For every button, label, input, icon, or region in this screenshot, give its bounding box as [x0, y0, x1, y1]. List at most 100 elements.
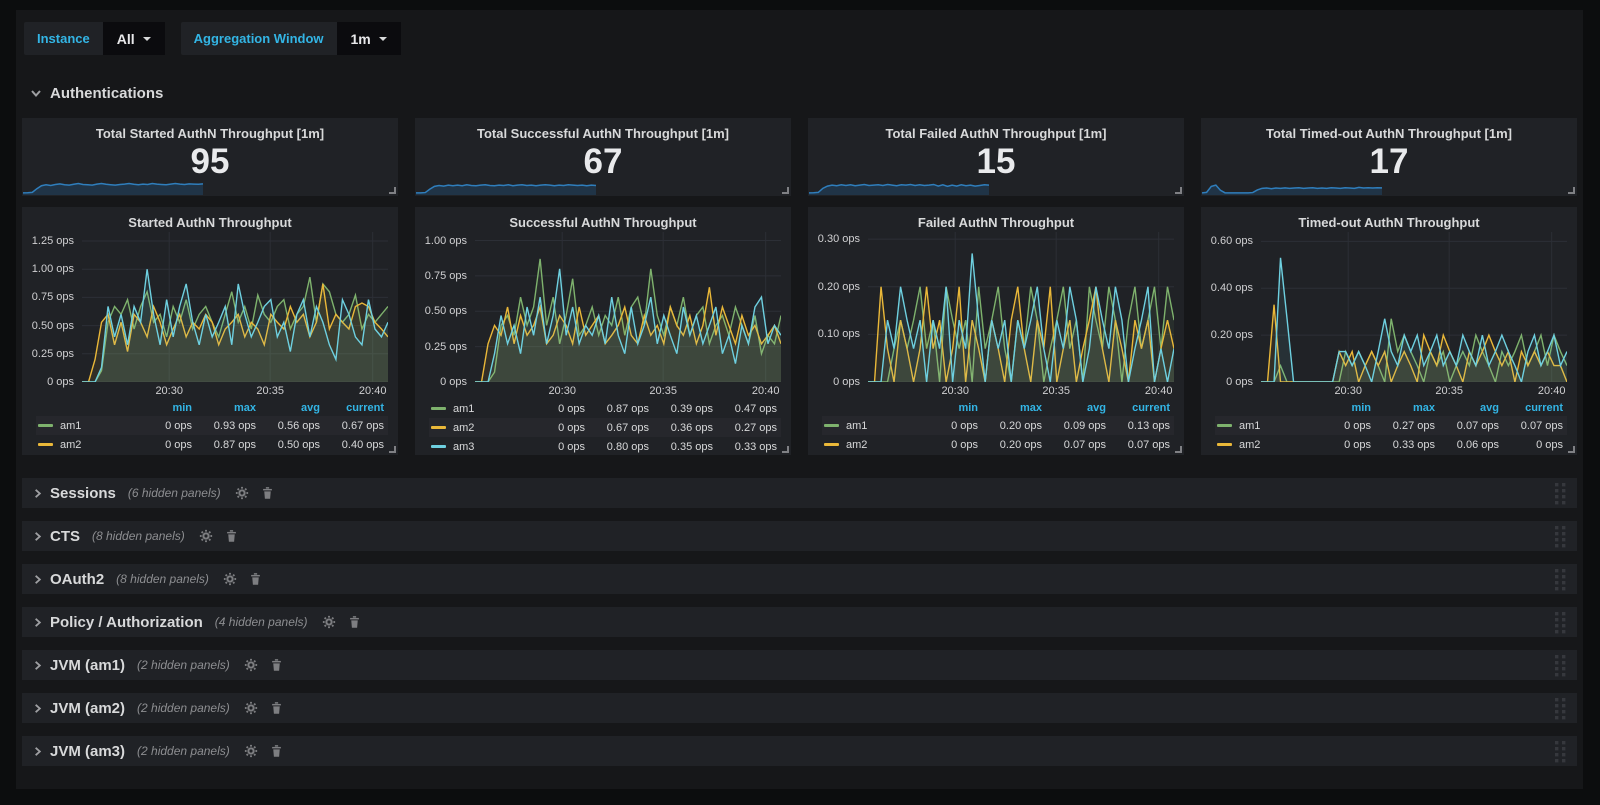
x-tick-label: 20:30: [155, 385, 183, 397]
resize-handle[interactable]: [782, 187, 789, 194]
row-delete-button[interactable]: [348, 615, 361, 629]
section-row-authentications[interactable]: Authentications: [30, 83, 1583, 103]
legend-series-am1[interactable]: am1: [822, 420, 918, 432]
row-delete-button[interactable]: [270, 744, 283, 758]
row-title[interactable]: JVM (am3): [50, 742, 126, 760]
drag-handle-icon[interactable]: [1554, 740, 1567, 763]
resize-handle[interactable]: [389, 187, 396, 194]
row-delete-button[interactable]: [261, 486, 274, 500]
row-settings-button[interactable]: [223, 572, 237, 586]
row-title[interactable]: Sessions: [50, 484, 116, 502]
legend-series-am1[interactable]: am1: [36, 420, 132, 432]
resize-handle[interactable]: [1175, 187, 1182, 194]
drag-handle-icon[interactable]: [1554, 611, 1567, 634]
chevron-right-icon[interactable]: [32, 531, 50, 542]
legend-header-min[interactable]: min: [1351, 401, 1371, 414]
legend-series-am2[interactable]: am2: [36, 439, 132, 451]
legend-header-min[interactable]: min: [172, 401, 192, 414]
plot-area: 0 ops 0.20 ops 0.40 ops 0.60 ops: [1201, 232, 1577, 388]
y-tick-label: 0.25 ops: [31, 347, 74, 360]
legend-header-max[interactable]: max: [233, 401, 256, 414]
legend-header-max[interactable]: max: [1412, 401, 1435, 414]
row-hidden-panels-count: (8 hidden panels): [92, 529, 185, 543]
row-title[interactable]: JVM (am2): [50, 699, 126, 717]
gear-icon: [199, 529, 212, 543]
row-settings-button[interactable]: [199, 529, 213, 543]
chevron-right-icon[interactable]: [32, 746, 50, 757]
chevron-right-icon[interactable]: [32, 574, 50, 585]
row-hidden-panels-count: (2 hidden panels): [137, 701, 230, 715]
legend-header-max[interactable]: max: [1019, 401, 1042, 414]
stat-panel-title[interactable]: Total Started AuthN Throughput [1m]: [95, 126, 325, 141]
legend-series-am2[interactable]: am2: [429, 422, 525, 434]
legend-header: min max avg current: [822, 399, 1174, 416]
legend-series-am1[interactable]: am1: [1215, 420, 1311, 432]
row-title[interactable]: Policy / Authorization: [50, 613, 203, 631]
row-delete-button[interactable]: [249, 572, 262, 586]
resize-handle[interactable]: [389, 446, 396, 453]
legend-header-min[interactable]: min: [958, 401, 978, 414]
graph-panel-title[interactable]: Started AuthN Throughput: [128, 215, 292, 230]
graph-panel-title[interactable]: Failed AuthN Throughput: [917, 215, 1075, 230]
row-delete-button[interactable]: [270, 701, 283, 715]
stat-panel-title[interactable]: Total Successful AuthN Throughput [1m]: [476, 126, 730, 141]
stat-panel-title[interactable]: Total Timed-out AuthN Throughput [1m]: [1266, 126, 1512, 141]
collapsed-section-row[interactable]: JVM (am1) (2 hidden panels): [22, 650, 1577, 680]
row-settings-button[interactable]: [244, 658, 258, 672]
dropdown-caret-icon: [142, 36, 151, 41]
row-settings-button[interactable]: [235, 486, 249, 500]
graph-panel-title[interactable]: Successful AuthN Throughput: [509, 215, 697, 230]
drag-handle-icon[interactable]: [1554, 697, 1567, 720]
gear-icon: [244, 744, 257, 758]
legend-header-current[interactable]: current: [346, 401, 384, 414]
drag-handle-icon[interactable]: [1554, 525, 1567, 548]
legend-series-am3[interactable]: am3: [429, 441, 525, 453]
legend-series-am2[interactable]: am2: [822, 439, 918, 451]
drag-handle-icon[interactable]: [1554, 482, 1567, 505]
chevron-right-icon[interactable]: [32, 660, 50, 671]
legend-header-avg[interactable]: avg: [1480, 401, 1499, 414]
legend-header-current[interactable]: current: [1525, 401, 1563, 414]
legend-series-am1[interactable]: am1: [429, 403, 525, 415]
collapsed-section-row[interactable]: Policy / Authorization (4 hidden panels): [22, 607, 1577, 637]
resize-handle[interactable]: [1175, 446, 1182, 453]
collapsed-section-row[interactable]: JVM (am3) (2 hidden panels): [22, 736, 1577, 766]
resize-handle[interactable]: [1568, 187, 1575, 194]
collapsed-section-row[interactable]: JVM (am2) (2 hidden panels): [22, 693, 1577, 723]
graph-panel: Timed-out AuthN Throughput 0 ops 0.20 ops…: [1201, 207, 1577, 455]
instance-dropdown[interactable]: All: [102, 22, 165, 55]
stat-panel: Total Failed AuthN Throughput [1m] 15: [808, 118, 1184, 196]
collapsed-section-row[interactable]: OAuth2 (8 hidden panels): [22, 564, 1577, 594]
legend-header-avg[interactable]: avg: [301, 401, 320, 414]
stat-panel-title[interactable]: Total Failed AuthN Throughput [1m]: [885, 126, 1107, 141]
resize-handle[interactable]: [1568, 446, 1575, 453]
legend-value-max: 0.33 ops: [1392, 438, 1435, 451]
chevron-right-icon[interactable]: [32, 488, 50, 499]
collapsed-section-row[interactable]: Sessions (6 hidden panels): [22, 478, 1577, 508]
row-delete-button[interactable]: [225, 529, 238, 543]
graph-panel-title[interactable]: Timed-out AuthN Throughput: [1298, 215, 1480, 230]
x-tick-label: 20:30: [941, 385, 969, 397]
row-settings-button[interactable]: [244, 701, 258, 715]
row-delete-button[interactable]: [270, 658, 283, 672]
legend-series-am2[interactable]: am2: [1215, 439, 1311, 451]
row-settings-button[interactable]: [322, 615, 336, 629]
legend-header-avg[interactable]: avg: [1087, 401, 1106, 414]
sparkline-chart: [1202, 177, 1382, 195]
series-color-swatch: [431, 407, 446, 410]
plot-area: 0 ops 0.10 ops 0.20 ops 0.30 ops: [808, 232, 1184, 388]
chevron-right-icon[interactable]: [32, 703, 50, 714]
resize-handle[interactable]: [782, 446, 789, 453]
collapsed-section-row[interactable]: CTS (8 hidden panels): [22, 521, 1577, 551]
plot-area: 0 ops 0.25 ops 0.50 ops 0.75 ops 1.00 ops 1.2…: [22, 232, 398, 388]
chevron-right-icon[interactable]: [32, 617, 50, 628]
row-title[interactable]: OAuth2: [50, 570, 105, 588]
row-title[interactable]: CTS: [50, 527, 80, 545]
row-title[interactable]: JVM (am1): [50, 656, 126, 674]
row-settings-button[interactable]: [244, 744, 258, 758]
y-tick-label: 0 ops: [833, 376, 860, 388]
legend-header-current[interactable]: current: [1132, 401, 1170, 414]
drag-handle-icon[interactable]: [1554, 654, 1567, 677]
drag-handle-icon[interactable]: [1554, 568, 1567, 591]
aggregation-dropdown[interactable]: 1m: [336, 22, 401, 55]
